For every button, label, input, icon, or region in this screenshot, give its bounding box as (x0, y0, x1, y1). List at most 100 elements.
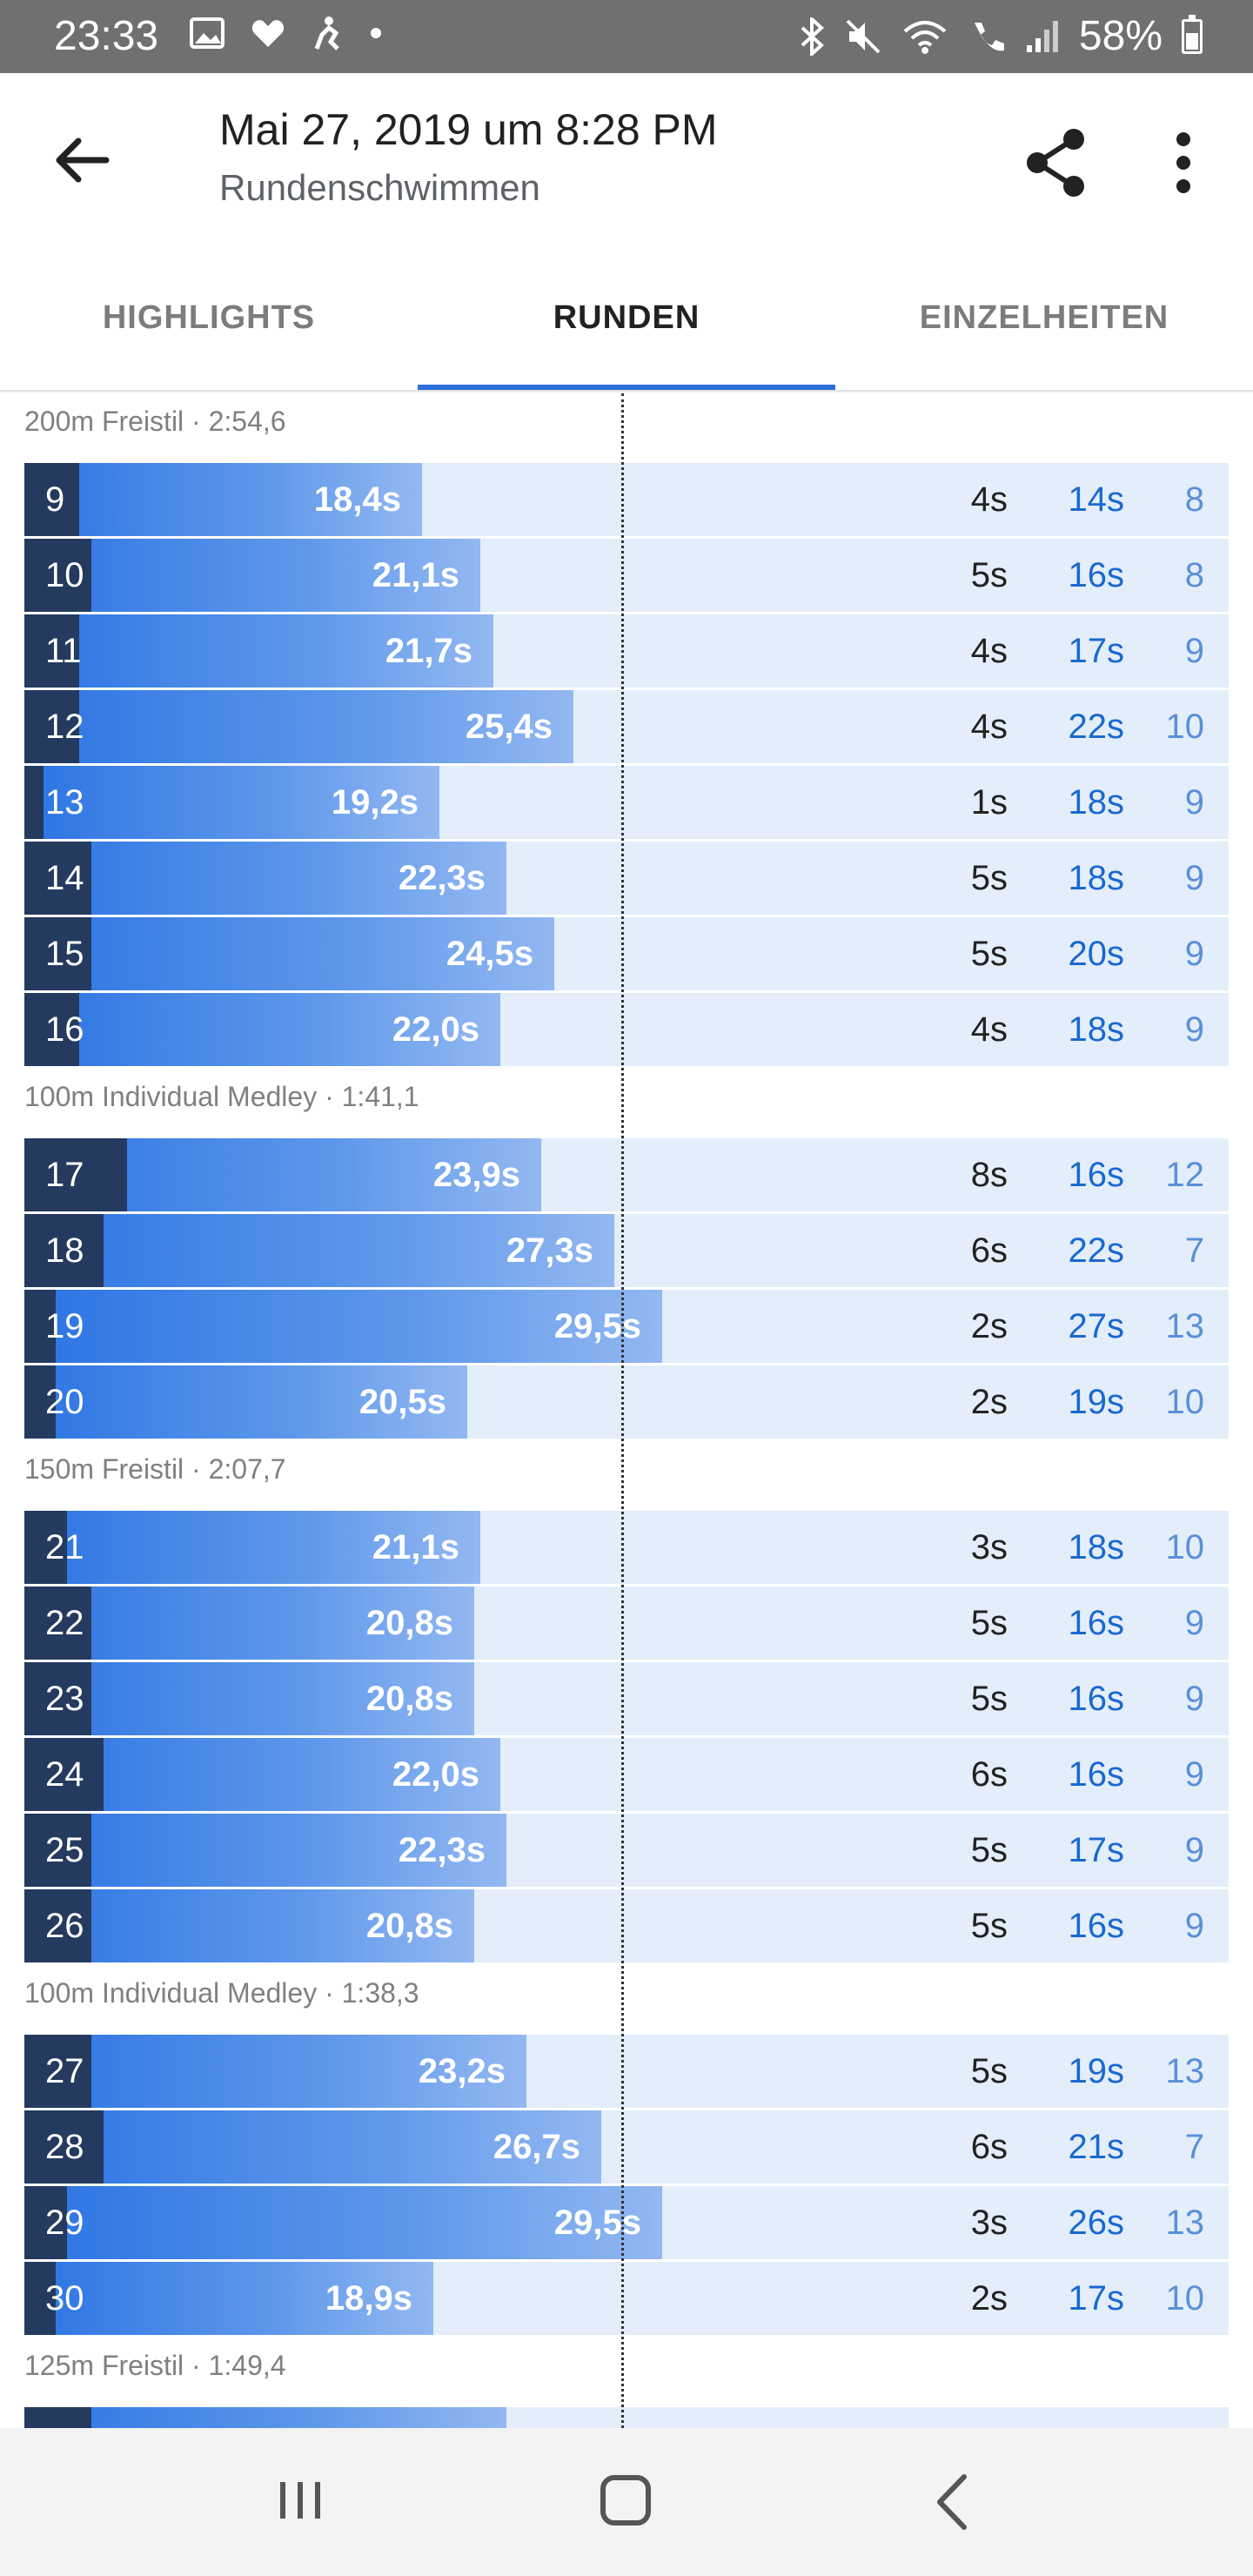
lap-strokes: 7 (1184, 2128, 1204, 2166)
lap-number: 25 (45, 1831, 84, 1869)
lap-strokes: 9 (1184, 783, 1204, 822)
tab-einzelheiten[interactable]: EINZELHEITEN (919, 299, 1169, 336)
lap-duration-bar (24, 1738, 500, 1811)
lap-duration-bar (24, 2035, 526, 2108)
lap-row[interactable]: 15 24,5s 5s 20s 9 (24, 917, 1229, 990)
lap-rest: 4s (970, 1010, 1008, 1049)
lap-duration-bar (24, 2407, 506, 2428)
share-icon[interactable] (1016, 124, 1095, 202)
lap-number: 14 (45, 859, 84, 897)
lap-strokes: 9 (1184, 1604, 1204, 1642)
lap-row[interactable]: 10 21,1s 5s 16s 8 (24, 539, 1229, 612)
lap-row[interactable]: 23 20,8s 5s 16s 9 (24, 1662, 1229, 1735)
lap-duration: 20,8s (365, 1907, 453, 1945)
back-arrow-icon[interactable] (49, 125, 118, 195)
lap-rest-bar (24, 1511, 67, 1584)
lap-rest: 5s (970, 1680, 1008, 1718)
lap-duration: 23,9s (432, 1156, 520, 1194)
lap-row[interactable]: 27 23,2s 5s 19s 13 (24, 2035, 1229, 2108)
lap-pace: 16s (1068, 1604, 1125, 1642)
lap-rest-bar (24, 1889, 91, 1962)
lap-row[interactable]: 12 25,4s 4s 22s 10 (24, 690, 1229, 763)
lap-rest: 5s (970, 2052, 1008, 2090)
section-title: 100m Individual Medley · 1:41,1 (24, 1081, 419, 1112)
lap-pace: 16s (1068, 1907, 1125, 1945)
lap-strokes: 8 (1184, 480, 1204, 519)
heart-icon (251, 20, 285, 47)
lap-row[interactable]: 19 29,5s 2s 27s 13 (24, 1290, 1229, 1363)
lap-rest: 5s (970, 935, 1008, 973)
lap-row[interactable]: 16 22,0s 4s 18s 9 (24, 993, 1229, 1066)
lap-row[interactable]: 11 21,7s 4s 17s 9 (24, 614, 1229, 688)
lap-rest-bar (24, 2110, 104, 2184)
lap-row[interactable]: 29 29,5s 3s 26s 13 (24, 2186, 1229, 2259)
lap-row[interactable]: 13 19,2s 1s 18s 9 (24, 766, 1229, 839)
lap-duration: 20,8s (365, 1604, 453, 1642)
lap-duration-bar (24, 2262, 433, 2335)
lap-row[interactable]: 17 23,9s 8s 16s 12 (24, 1138, 1229, 1211)
status-bar: 23:33 58% (0, 0, 1253, 73)
lap-row[interactable]: 9 18,4s 4s 14s 8 (24, 463, 1229, 536)
lap-duration: 20,5s (358, 1383, 446, 1421)
lap-row[interactable]: 30 18,9s 2s 17s 10 (24, 2262, 1229, 2335)
lap-duration: 22,0s (392, 1755, 479, 1794)
lap-rest: 6s (970, 1755, 1008, 1794)
lap-pace: 14s (1068, 480, 1125, 519)
laps-list[interactable]: 200m Freistil · 2:54,6 9 18,4s 4s 14s 8 10 21,1… (0, 393, 1253, 2428)
more-options-icon[interactable] (1157, 124, 1209, 202)
lap-rest-bar (24, 2407, 91, 2428)
home-icon[interactable] (600, 2475, 651, 2526)
lap-duration-bar (24, 539, 480, 612)
lap-pace: 18s (1068, 1528, 1125, 1566)
lap-number: 29 (45, 2204, 84, 2242)
lap-row[interactable]: 22 20,8s 5s 16s 9 (24, 1587, 1229, 1660)
lap-strokes: 9 (1184, 632, 1204, 670)
image-icon (190, 17, 224, 49)
lap-duration: 27,3s (506, 1231, 593, 1270)
lap-row[interactable] (24, 2407, 1229, 2428)
lap-rest-bar (24, 1365, 56, 1439)
lap-pace: 17s (1068, 1831, 1125, 1869)
lap-pace: 22s (1068, 708, 1125, 746)
lap-number: 28 (45, 2128, 84, 2166)
lap-rest-bar (24, 1214, 104, 1287)
nav-back-icon[interactable] (926, 2472, 978, 2532)
lap-number: 9 (45, 480, 65, 519)
lap-row[interactable]: 26 20,8s 5s 16s 9 (24, 1889, 1229, 1962)
mute-icon (846, 19, 881, 53)
lap-row[interactable]: 25 22,3s 5s 17s 9 (24, 1814, 1229, 1887)
lap-duration-bar (24, 1511, 480, 1584)
lap-row[interactable]: 20 20,5s 2s 19s 10 (24, 1365, 1229, 1439)
lap-duration: 22,3s (398, 1831, 486, 1869)
lap-strokes: 10 (1165, 2279, 1205, 2318)
lap-rest-bar (24, 842, 91, 915)
lap-row[interactable]: 14 22,3s 5s 18s 9 (24, 842, 1229, 915)
lap-row[interactable]: 24 22,0s 6s 16s 9 (24, 1738, 1229, 1811)
lap-pace: 18s (1068, 783, 1125, 822)
tab-bar: HIGHLIGHTS RUNDEN EINZELHEITEN (0, 270, 1253, 392)
lap-duration: 26,7s (492, 2128, 580, 2166)
lap-duration: 22,3s (398, 859, 486, 897)
tab-runden[interactable]: RUNDEN (553, 299, 700, 336)
lap-row[interactable]: 21 21,1s 3s 18s 10 (24, 1511, 1229, 1584)
wifi-icon (903, 20, 947, 54)
lap-rest: 6s (970, 2128, 1008, 2166)
lap-strokes: 9 (1184, 1010, 1204, 1049)
lap-pace: 26s (1068, 2204, 1125, 2242)
battery-percent: 58% (1078, 13, 1163, 59)
lap-rest: 3s (970, 2204, 1008, 2242)
tab-highlights[interactable]: HIGHLIGHTS (102, 299, 316, 336)
lap-rest-bar (24, 1587, 91, 1660)
page-subtitle: Rundenschwimmen (219, 167, 540, 208)
lap-strokes: 13 (1165, 2204, 1205, 2242)
lap-row[interactable]: 28 26,7s 6s 21s 7 (24, 2110, 1229, 2184)
lap-strokes: 12 (1165, 1156, 1205, 1194)
lap-duration: 22,0s (392, 1010, 479, 1049)
lap-rest-bar (24, 1738, 104, 1811)
signal-icon (1026, 20, 1058, 52)
lap-duration: 21,1s (372, 556, 459, 594)
lap-row[interactable]: 18 27,3s 6s 22s 7 (24, 1214, 1229, 1287)
lap-duration: 20,8s (365, 1680, 453, 1718)
lap-duration-bar (24, 1889, 474, 1962)
recent-apps-icon[interactable] (277, 2479, 324, 2522)
